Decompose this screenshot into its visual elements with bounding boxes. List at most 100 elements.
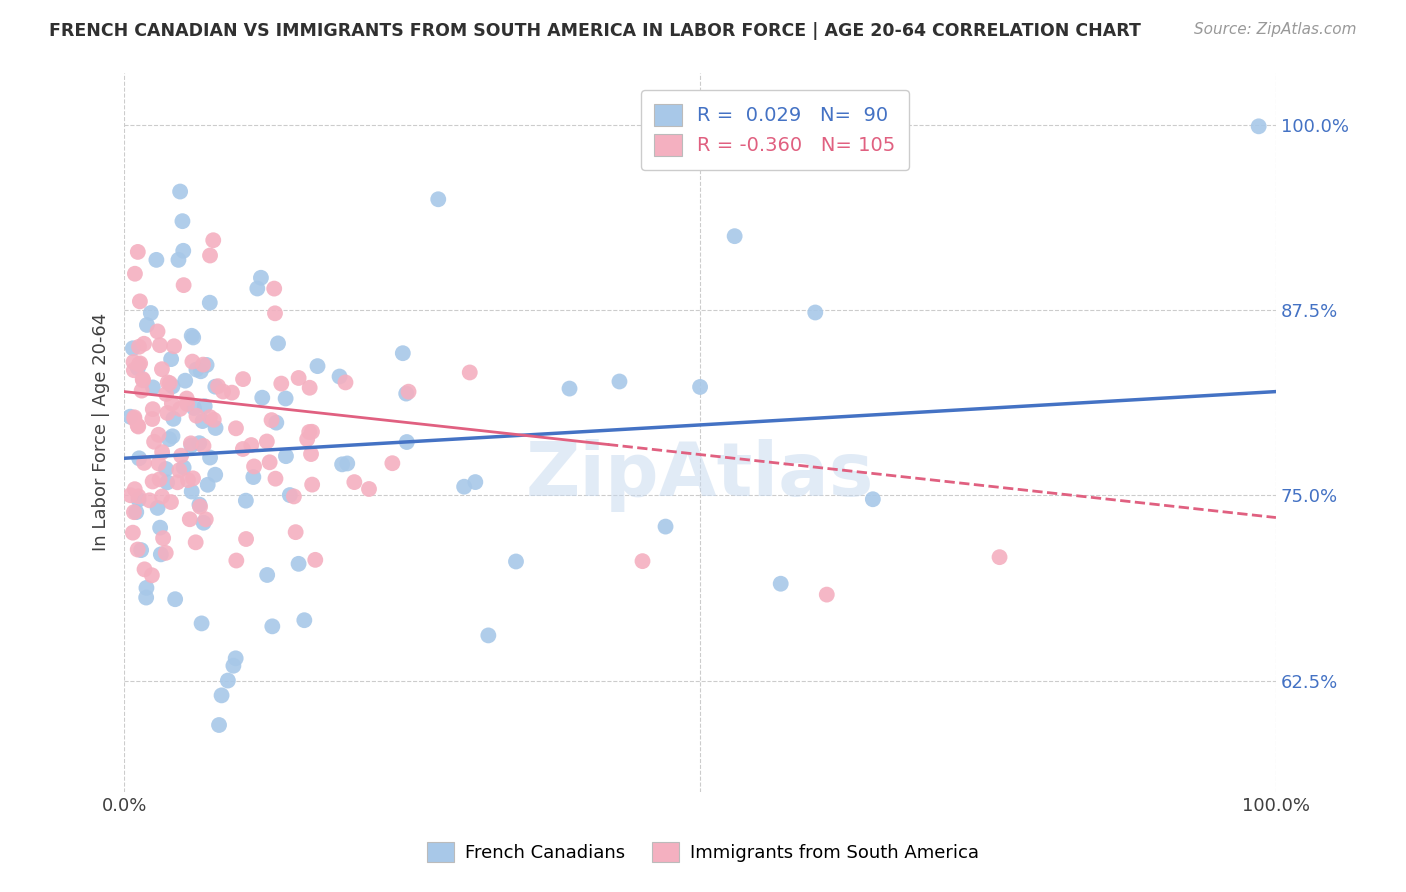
Point: [264, 472, 287, 486]
Point: [149, 338, 172, 352]
Point: [155, 546, 177, 560]
Point: [141, 568, 163, 582]
Point: [129, 543, 152, 558]
Point: [262, 619, 284, 633]
Point: [204, 467, 226, 482]
Text: FRENCH CANADIAN VS IMMIGRANTS FROM SOUTH AMERICA IN LABOR FORCE | AGE 20-64 CORR: FRENCH CANADIAN VS IMMIGRANTS FROM SOUTH…: [49, 22, 1142, 40]
Point: [122, 525, 145, 540]
Point: [156, 406, 179, 420]
Point: [160, 396, 183, 410]
Point: [190, 364, 212, 378]
Point: [427, 192, 450, 206]
Point: [176, 392, 198, 406]
Point: [202, 413, 225, 427]
Point: [330, 458, 353, 472]
Point: [259, 455, 281, 469]
Point: [240, 438, 263, 452]
Point: [212, 384, 235, 399]
Point: [208, 718, 231, 732]
Point: [267, 336, 290, 351]
Point: [183, 401, 205, 415]
Point: [284, 525, 307, 540]
Point: [804, 305, 827, 319]
Point: [134, 562, 156, 576]
Point: [181, 330, 204, 344]
Point: [191, 358, 214, 372]
Point: [283, 490, 305, 504]
Point: [170, 449, 193, 463]
Point: [128, 492, 150, 507]
Point: [157, 432, 180, 446]
Point: [146, 500, 169, 515]
Point: [815, 588, 838, 602]
Point: [256, 568, 278, 582]
Point: [217, 673, 239, 688]
Point: [152, 531, 174, 545]
Point: [176, 397, 198, 411]
Point: [150, 362, 173, 376]
Point: [142, 402, 165, 417]
Point: [134, 456, 156, 470]
Point: [141, 412, 163, 426]
Point: [156, 475, 179, 490]
Point: [180, 484, 202, 499]
Point: [264, 306, 287, 320]
Point: [299, 447, 322, 461]
Point: [988, 550, 1011, 565]
Point: [193, 439, 215, 453]
Point: [127, 244, 149, 259]
Point: [165, 592, 187, 607]
Point: [190, 616, 212, 631]
Point: [654, 519, 676, 533]
Point: [162, 379, 184, 393]
Point: [186, 362, 208, 376]
Point: [132, 373, 155, 387]
Point: [211, 689, 233, 703]
Text: Source: ZipAtlas.com: Source: ZipAtlas.com: [1194, 22, 1357, 37]
Point: [150, 490, 173, 504]
Point: [155, 462, 177, 476]
Point: [204, 421, 226, 435]
Point: [138, 493, 160, 508]
Point: [167, 252, 190, 267]
Point: [169, 463, 191, 477]
Point: [145, 252, 167, 267]
Point: [381, 456, 404, 470]
Point: [198, 248, 221, 262]
Point: [298, 381, 321, 395]
Point: [304, 553, 326, 567]
Point: [149, 472, 172, 486]
Point: [172, 214, 194, 228]
Point: [398, 384, 420, 399]
Point: [146, 325, 169, 339]
Point: [609, 375, 631, 389]
Point: [162, 429, 184, 443]
Point: [127, 418, 149, 433]
Point: [193, 516, 215, 530]
Point: [160, 495, 183, 509]
Point: [122, 355, 145, 369]
Point: [173, 460, 195, 475]
Point: [464, 475, 486, 489]
Point: [301, 477, 323, 491]
Point: [136, 318, 159, 332]
Point: [256, 434, 278, 449]
Point: [225, 421, 247, 435]
Point: [336, 457, 359, 471]
Point: [131, 384, 153, 398]
Point: [458, 366, 481, 380]
Point: [135, 591, 157, 605]
Point: [270, 376, 292, 391]
Point: [202, 233, 225, 247]
Point: [274, 392, 297, 406]
Point: [184, 535, 207, 549]
Point: [298, 425, 321, 439]
Point: [242, 470, 264, 484]
Point: [222, 658, 245, 673]
Point: [194, 512, 217, 526]
Point: [188, 436, 211, 450]
Point: [125, 505, 148, 519]
Point: [232, 372, 254, 386]
Point: [232, 442, 254, 456]
Point: [477, 628, 499, 642]
